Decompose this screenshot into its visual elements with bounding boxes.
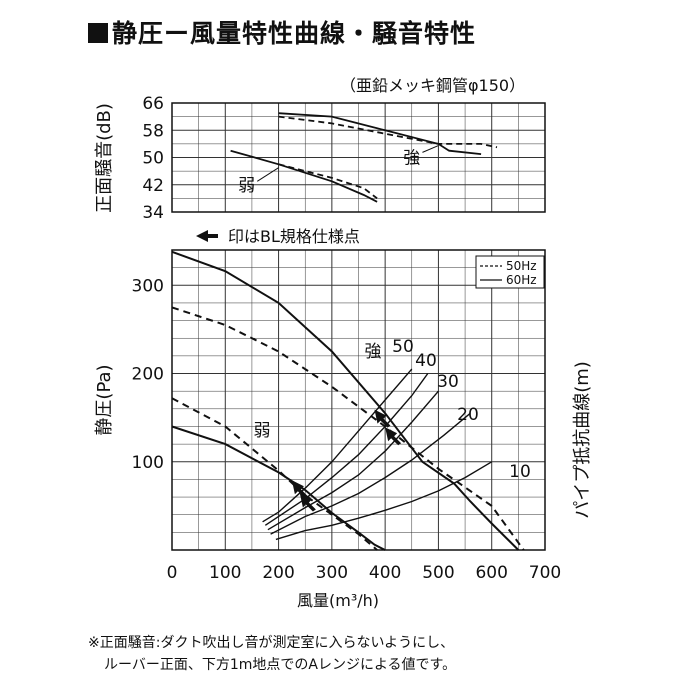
top-frame bbox=[171, 102, 546, 213]
x-tick-label: 700 bbox=[529, 563, 561, 583]
x-tick-label: 100 bbox=[209, 563, 241, 583]
top-y-tick-label: 34 bbox=[142, 203, 164, 223]
top-y-tick-label: 42 bbox=[142, 176, 164, 196]
main-frame bbox=[171, 249, 546, 551]
resistance-label-50: 50 bbox=[392, 337, 414, 357]
top-y-axis-label: 正面騒音(dB) bbox=[94, 103, 115, 213]
main-y-axis-label: 静圧(Pa) bbox=[94, 364, 115, 435]
resistance-label-10: 10 bbox=[509, 462, 531, 482]
main-y-tick-label: 300 bbox=[132, 276, 164, 296]
resistance-curve-30 bbox=[267, 390, 439, 531]
resistance-label-40: 40 bbox=[415, 351, 437, 371]
page-title-text: 静圧ー風量特性曲線・騒音特性 bbox=[112, 19, 477, 48]
arrow-left-icon bbox=[196, 230, 218, 242]
x-axis-label: 風量(m³/h) bbox=[297, 591, 379, 610]
x-tick-label: 0 bbox=[167, 563, 178, 583]
resistance-label-20: 20 bbox=[457, 405, 479, 425]
main-y-tick-label: 100 bbox=[132, 453, 164, 473]
main-series-line-1 bbox=[171, 306, 525, 551]
top-y-tick-label: 66 bbox=[142, 94, 164, 114]
main-series-line-2 bbox=[171, 425, 386, 551]
y2-axis-label: パイプ抵抗曲線(m) bbox=[572, 361, 593, 519]
top-y-tick-label: 58 bbox=[142, 121, 164, 141]
main-y-tick-label: 200 bbox=[132, 365, 164, 385]
x-tick-label: 500 bbox=[422, 563, 454, 583]
bl-note: 印はBL規格仕様点 bbox=[228, 227, 360, 246]
footnote-line-2: ルーバー正面、下方1m地点でのAレンジによる値です。 bbox=[104, 657, 457, 673]
top-annotation-weak-leader bbox=[256, 167, 279, 182]
x-tick-label: 200 bbox=[262, 563, 294, 583]
x-tick-label: 400 bbox=[369, 563, 401, 583]
x-tick-label: 600 bbox=[475, 563, 507, 583]
main-series-line-3 bbox=[171, 397, 378, 551]
bl-point-marker-1 bbox=[299, 493, 316, 512]
resistance-curve-50 bbox=[262, 368, 413, 523]
main-annotation-weak: 弱 bbox=[254, 421, 271, 441]
top-annotation-strong: 強 bbox=[403, 149, 420, 169]
bl-point-marker-2 bbox=[374, 409, 391, 428]
x-tick-label: 300 bbox=[316, 563, 348, 583]
top-annotation-strong-leader bbox=[422, 145, 439, 153]
bl-point-marker-0 bbox=[291, 480, 308, 499]
bl-point-marker-3 bbox=[385, 427, 402, 446]
top-series-line-2 bbox=[230, 149, 378, 203]
footnote: ※正面騒音:ダクト吹出し音が測定室に入らないようにし、 ルーバー正面、下方1m地… bbox=[88, 632, 456, 676]
top-series-line-0 bbox=[278, 112, 482, 155]
top-series-line-3 bbox=[278, 163, 378, 200]
resistance-curve-20 bbox=[270, 412, 471, 535]
main-series-line-0 bbox=[171, 250, 520, 551]
resistance-label-30: 30 bbox=[437, 372, 459, 392]
main-annotation-strong: 強 bbox=[365, 342, 382, 362]
legend-entry-0: 50Hz bbox=[506, 259, 537, 273]
top-series-line-1 bbox=[278, 115, 498, 149]
title-square-icon bbox=[88, 23, 108, 43]
top-annotation-weak: 弱 bbox=[238, 176, 255, 196]
legend-entry-1: 60Hz bbox=[506, 273, 537, 287]
chart-subtitle: （亜鉛メッキ鋼管φ150） bbox=[340, 76, 526, 95]
page-title: 静圧ー風量特性曲線・騒音特性 bbox=[88, 14, 476, 50]
footnote-line-1: ※正面騒音:ダクト吹出し音が測定室に入らないようにし、 bbox=[88, 635, 455, 651]
legend-box bbox=[475, 255, 545, 289]
top-y-tick-label: 50 bbox=[142, 149, 164, 169]
